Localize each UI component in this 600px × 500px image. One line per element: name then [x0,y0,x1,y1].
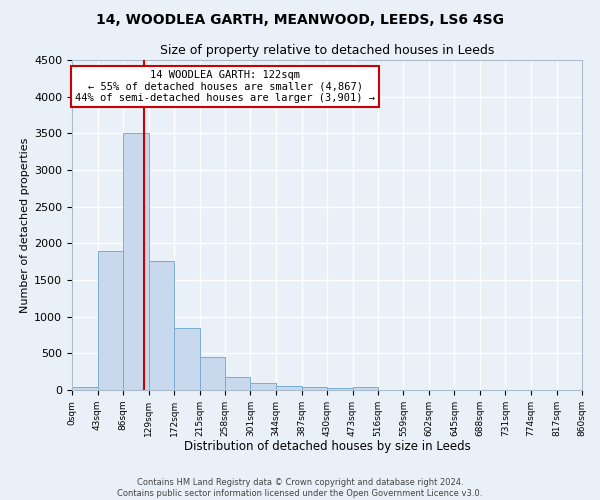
Bar [97,250,123,390]
Bar [225,377,251,390]
Bar [276,386,302,390]
Text: 14 WOODLEA GARTH: 122sqm
← 55% of detached houses are smaller (4,867)
44% of sem: 14 WOODLEA GARTH: 122sqm ← 55% of detach… [75,70,375,103]
Y-axis label: Number of detached properties: Number of detached properties [20,138,30,312]
Bar [123,134,149,390]
Text: 14, WOODLEA GARTH, MEANWOOD, LEEDS, LS6 4SG: 14, WOODLEA GARTH, MEANWOOD, LEEDS, LS6 … [96,12,504,26]
Bar [327,388,353,390]
Bar [174,328,199,390]
Bar [302,387,327,390]
Bar [149,261,174,390]
Bar [72,387,97,390]
X-axis label: Distribution of detached houses by size in Leeds: Distribution of detached houses by size … [184,440,470,454]
Title: Size of property relative to detached houses in Leeds: Size of property relative to detached ho… [160,44,494,58]
Bar [353,387,378,390]
Bar [251,382,276,390]
Text: Contains HM Land Registry data © Crown copyright and database right 2024.
Contai: Contains HM Land Registry data © Crown c… [118,478,482,498]
Bar [199,357,225,390]
